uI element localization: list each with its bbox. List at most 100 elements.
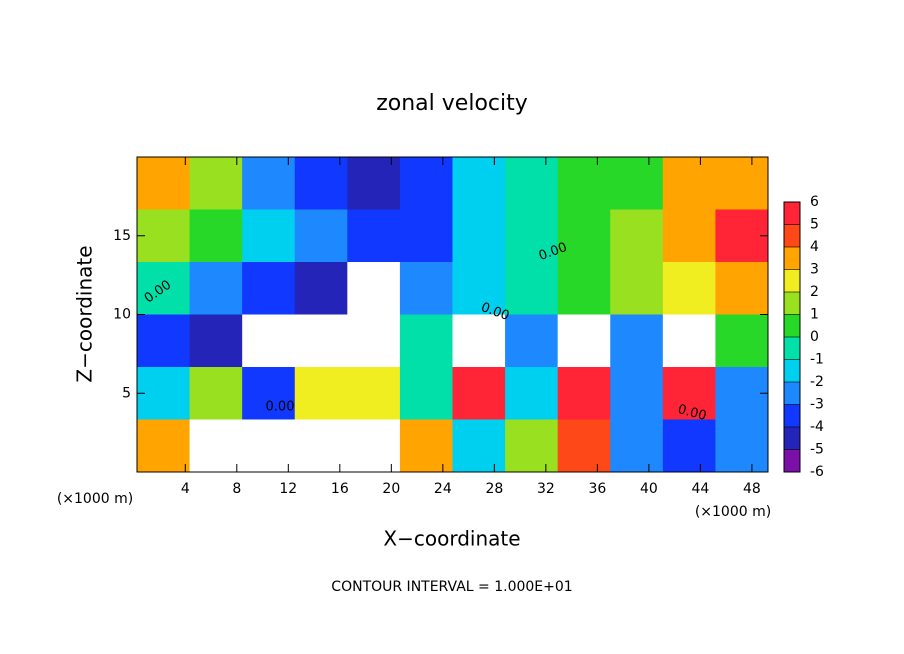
footer: CONTOUR INTERVAL = 1.000E+01: [331, 579, 572, 595]
colorbar-tick-label: 0: [810, 329, 819, 345]
heat-cell: [242, 314, 296, 368]
heat-cell: [610, 262, 664, 315]
colorbar-tick-label: 3: [810, 262, 819, 278]
heat-cell: [505, 209, 559, 263]
x-tick-label: 44: [691, 481, 709, 497]
heat-cell: [399, 157, 453, 210]
x-tick-label: 24: [434, 481, 452, 497]
contour-label: 0.00: [266, 400, 295, 415]
heat-cell: [557, 419, 611, 473]
heat-cell: [662, 367, 716, 420]
colorbar-tick-label: -4: [810, 419, 824, 435]
x-tick-label: 36: [588, 481, 606, 497]
x-tick-label: 4: [181, 481, 190, 497]
heat-cell: [452, 209, 506, 263]
heat-cell: [505, 367, 559, 420]
heat-cell: [557, 209, 611, 263]
colorbar-swatch: [784, 202, 800, 225]
heat-cell: [505, 262, 559, 315]
heat-cell: [557, 367, 611, 420]
heat-cell: [242, 157, 296, 210]
heat-cell: [452, 157, 506, 210]
heat-cell: [294, 314, 348, 368]
heat-cell: [189, 419, 243, 473]
heat-cell: [189, 262, 243, 315]
heat-cell: [347, 157, 401, 210]
heat-cell: [137, 367, 191, 420]
heat-cell: [505, 157, 559, 210]
heat-cell: [294, 262, 348, 315]
contour-label: 0.00: [676, 402, 708, 424]
y-tick-label: 15: [113, 228, 131, 244]
heat-cell: [294, 419, 348, 473]
heat-cell: [399, 262, 453, 315]
colorbar-tick-label: 4: [810, 239, 819, 255]
heat-cell: [399, 314, 453, 368]
colorbar-swatch: [784, 292, 800, 315]
heat-cell: [505, 419, 559, 473]
heat-cell: [452, 314, 506, 368]
x-unit-left: (×1000 m): [57, 491, 133, 507]
x-unit-right: (×1000 m): [695, 504, 771, 520]
heat-cell: [557, 314, 611, 368]
heat-cell: [610, 314, 664, 368]
heat-cell: [399, 419, 453, 473]
heat-cell: [715, 419, 769, 473]
heat-cell: [715, 367, 769, 420]
y-tick-label: 5: [122, 385, 131, 401]
heat-cell: [610, 367, 664, 420]
heat-cell: [557, 157, 611, 210]
colorbar-swatch: [784, 337, 800, 360]
x-tick-label: 28: [485, 481, 503, 497]
colorbar-swatch: [784, 382, 800, 405]
heat-cell: [242, 262, 296, 315]
y-axis-label: Z−coordinate: [73, 245, 97, 382]
colorbar-tick-label: 6: [810, 194, 819, 210]
heat-cell: [189, 367, 243, 420]
colorbar-swatch: [784, 427, 800, 450]
heat-cell: [137, 157, 191, 210]
colorbar-swatch: [784, 269, 800, 292]
colorbar-tick-label: -3: [810, 397, 824, 413]
heat-cell: [137, 419, 191, 473]
heat-cell: [452, 419, 506, 473]
colorbar-swatch: [784, 314, 800, 337]
colorbar-swatch: [784, 359, 800, 382]
heat-cell: [662, 419, 716, 473]
heat-cell: [662, 209, 716, 263]
heat-cell: [452, 367, 506, 420]
x-tick-label: 16: [331, 481, 349, 497]
colorbar-tick-label: 5: [810, 217, 819, 233]
colorbar-tick-label: -2: [810, 374, 824, 390]
heat-cell: [662, 262, 716, 315]
heat-cell: [137, 262, 191, 315]
heat-cell: [294, 157, 348, 210]
heat-cell: [610, 157, 664, 210]
heat-cell: [189, 157, 243, 210]
colorbar-tick-label: 1: [810, 307, 819, 323]
heat-cell: [662, 157, 716, 210]
colorbar-swatch: [784, 247, 800, 270]
heat-cell: [189, 209, 243, 263]
colorbar-tick-label: -1: [810, 352, 824, 368]
colorbar-tick-label: -5: [810, 442, 824, 458]
y-tick-label: 10: [113, 307, 131, 323]
heat-cell: [715, 157, 769, 210]
colorbar-swatch: [784, 224, 800, 247]
heat-cell: [137, 314, 191, 368]
x-tick-label: 8: [232, 481, 241, 497]
x-axis-label: X−coordinate: [383, 527, 520, 551]
heat-cell: [242, 419, 296, 473]
heat-cell: [347, 419, 401, 473]
x-tick-label: 20: [382, 481, 400, 497]
heat-cell: [715, 262, 769, 315]
x-tick-label: 12: [279, 481, 297, 497]
x-tick-label: 48: [743, 481, 761, 497]
colorbar-swatch: [784, 449, 800, 472]
heat-cell: [242, 209, 296, 263]
heat-cell: [662, 314, 716, 368]
x-tick-label: 32: [537, 481, 555, 497]
chart-title: zonal velocity: [376, 91, 528, 116]
heat-cell: [242, 367, 296, 420]
